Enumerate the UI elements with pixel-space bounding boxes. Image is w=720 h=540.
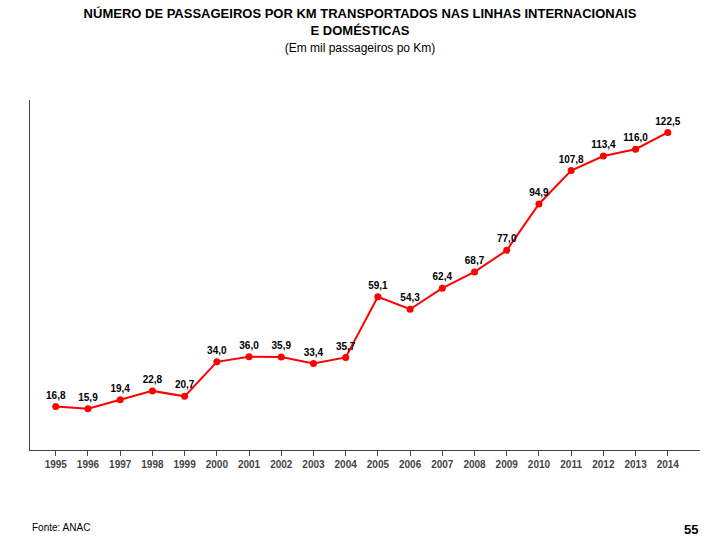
svg-text:94,9: 94,9: [529, 187, 549, 198]
svg-text:54,3: 54,3: [400, 292, 420, 303]
svg-text:2010: 2010: [528, 459, 551, 470]
svg-text:122,5: 122,5: [655, 116, 680, 127]
svg-text:116,0: 116,0: [623, 132, 648, 143]
svg-text:2006: 2006: [399, 459, 422, 470]
svg-text:1995: 1995: [45, 459, 68, 470]
svg-text:68,7: 68,7: [465, 255, 485, 266]
svg-text:2000: 2000: [206, 459, 229, 470]
svg-text:16,8: 16,8: [46, 390, 66, 401]
svg-text:1999: 1999: [173, 459, 196, 470]
svg-text:35,7: 35,7: [336, 341, 356, 352]
svg-text:77,0: 77,0: [497, 233, 517, 244]
svg-text:2009: 2009: [496, 459, 519, 470]
svg-text:33,4: 33,4: [304, 347, 324, 358]
svg-text:55: 55: [684, 522, 698, 537]
svg-text:1996: 1996: [77, 459, 100, 470]
svg-text:20,7: 20,7: [175, 379, 195, 390]
svg-text:Fonte: ANAC: Fonte: ANAC: [32, 522, 90, 533]
svg-text:2014: 2014: [657, 459, 680, 470]
svg-text:62,4: 62,4: [433, 271, 453, 282]
svg-text:1997: 1997: [109, 459, 132, 470]
svg-text:113,4: 113,4: [591, 139, 616, 150]
svg-text:2002: 2002: [270, 459, 293, 470]
svg-text:107,8: 107,8: [559, 154, 584, 165]
svg-text:34,0: 34,0: [207, 345, 227, 356]
svg-text:59,1: 59,1: [368, 280, 388, 291]
svg-text:2011: 2011: [560, 459, 582, 470]
svg-text:36,0: 36,0: [239, 340, 259, 351]
svg-text:2001: 2001: [238, 459, 261, 470]
svg-text:19,4: 19,4: [110, 383, 130, 394]
svg-text:2004: 2004: [335, 459, 358, 470]
svg-text:2013: 2013: [624, 459, 647, 470]
svg-text:2005: 2005: [367, 459, 390, 470]
svg-text:NÚMERO DE PASSAGEIROS POR KM T: NÚMERO DE PASSAGEIROS POR KM TRANSPORTAD…: [84, 6, 637, 55]
svg-text:2008: 2008: [463, 459, 486, 470]
svg-text:2003: 2003: [302, 459, 325, 470]
svg-text:2007: 2007: [431, 459, 454, 470]
svg-text:15,9: 15,9: [78, 392, 98, 403]
svg-text:2012: 2012: [592, 459, 615, 470]
svg-text:1998: 1998: [141, 459, 164, 470]
svg-text:35,9: 35,9: [272, 340, 292, 351]
svg-text:22,8: 22,8: [143, 374, 163, 385]
